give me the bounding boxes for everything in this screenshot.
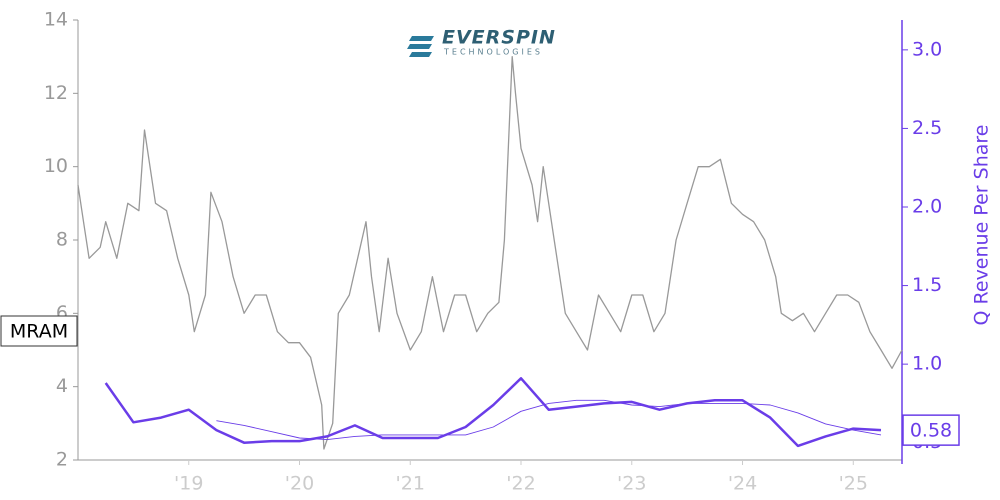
y2-tick-label: 1.0	[912, 353, 942, 375]
x-tick-label: '25	[839, 473, 868, 495]
x-tick-label: '24	[728, 473, 757, 495]
y2-tick-label: 2.5	[912, 117, 942, 139]
x-tick-label: '23	[617, 473, 646, 495]
y2-tick-label: 3.0	[912, 38, 942, 60]
y-tick-label: 8	[56, 229, 68, 251]
y-tick-label: 12	[44, 82, 68, 104]
series-line	[77, 56, 903, 450]
x-tick-label: '20	[285, 473, 314, 495]
logo: EVERSPIN TECHNOLOGIES	[407, 27, 556, 57]
x-tick-label: '19	[174, 473, 203, 495]
ticker-box	[0, 315, 78, 347]
y2-axis-label: Q Revenue Per Share	[971, 125, 993, 326]
logo-subtext: TECHNOLOGIES	[443, 48, 543, 57]
y-tick-label: 2	[56, 449, 68, 471]
y-tick-label: 10	[44, 155, 68, 177]
series-line	[104, 377, 882, 448]
value-label-box	[902, 414, 960, 446]
series-line	[216, 399, 882, 441]
ticker-label: MRAM	[10, 321, 68, 343]
x-tick-label: '22	[506, 473, 535, 495]
y2-tick-label: 2.0	[912, 196, 942, 218]
value-label: 0.58	[910, 420, 952, 442]
logo-text: EVERSPIN	[442, 27, 556, 49]
logo-icon	[407, 36, 434, 57]
y-tick-label: 14	[44, 9, 68, 31]
x-tick-label: '21	[396, 473, 425, 495]
y2-tick-label: 1.5	[912, 274, 942, 296]
y-tick-label: 4	[56, 375, 68, 397]
